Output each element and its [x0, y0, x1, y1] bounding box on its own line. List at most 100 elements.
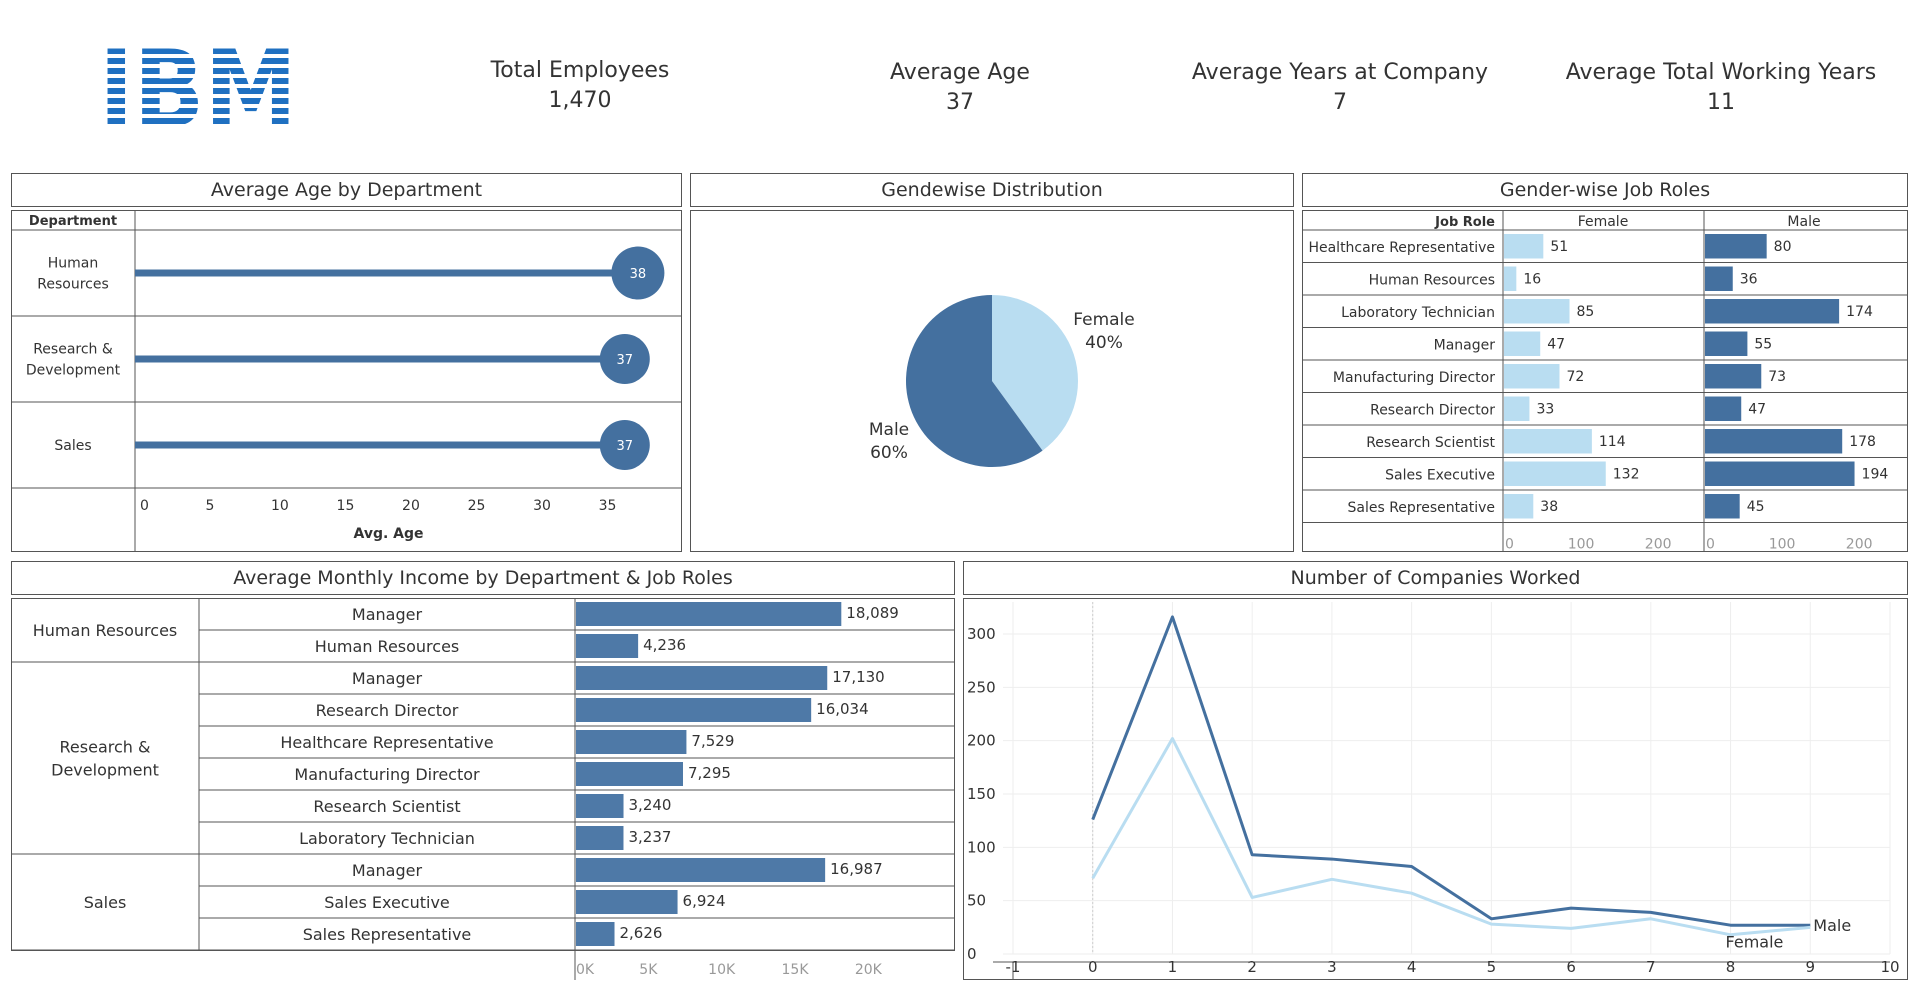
department-label: Sales — [84, 893, 127, 912]
bar — [1504, 494, 1534, 519]
slice-name-label: Male — [869, 420, 909, 440]
x-tick-label: 4 — [1407, 958, 1417, 976]
series-label: Female — [1726, 932, 1784, 951]
kpi-label: Average Age — [890, 60, 1030, 85]
bar — [1705, 299, 1840, 324]
data-label: 132 — [1613, 467, 1640, 483]
data-label: 47 — [1547, 337, 1565, 353]
bar — [1504, 266, 1517, 291]
bar — [1705, 331, 1748, 356]
x-tick-label: 200 — [1645, 537, 1672, 553]
x-tick-label: 200 — [1846, 537, 1873, 553]
panel-border — [690, 210, 1294, 552]
y-tick-label: 100 — [967, 838, 996, 856]
x-tick-label: 100 — [1769, 537, 1796, 553]
series-header: Male — [1787, 214, 1820, 230]
bar — [1504, 234, 1544, 259]
series-label: Male — [1813, 916, 1851, 935]
job-role-label: Manufacturing Director — [1333, 370, 1495, 386]
data-label: 4,236 — [643, 636, 686, 654]
bar — [1504, 429, 1592, 454]
data-label: 55 — [1754, 337, 1772, 353]
data-label: 3,240 — [629, 796, 672, 814]
data-label: 7,529 — [691, 732, 734, 750]
job-role-label: Healthcare Representative — [280, 733, 493, 752]
bar — [576, 602, 842, 626]
data-label: 51 — [1550, 239, 1568, 255]
x-tick-label: 20K — [855, 962, 883, 978]
job-role-label: Human Resources — [315, 637, 460, 656]
bar — [576, 826, 624, 850]
job-role-label: Research Scientist — [313, 797, 460, 816]
job-role-label: Manager — [352, 605, 423, 624]
bar — [576, 666, 828, 690]
job-role-label: Healthcare Representative — [1308, 240, 1495, 256]
panel-border — [1302, 210, 1908, 552]
x-tick-label: 0K — [576, 962, 595, 978]
bar — [576, 698, 812, 722]
job-role-label: Sales Representative — [1348, 500, 1496, 516]
title-companies-worked: Number of Companies Worked — [963, 561, 1908, 595]
bar — [1705, 396, 1742, 421]
data-label: 16 — [1523, 272, 1541, 288]
bar — [576, 922, 615, 946]
title-gender-distribution: Gendewise Distribution — [690, 173, 1294, 207]
kpi-total-employees: Total Employees 1,470 — [440, 56, 720, 116]
chart-gender-job-roles: Job Role Female Male Healthcare Representat… — [1302, 210, 1908, 552]
data-label: 17,130 — [832, 668, 885, 686]
job-role-label: Manager — [1434, 338, 1496, 354]
bar — [1705, 429, 1843, 454]
x-tick-label: 0 — [1505, 537, 1514, 553]
chart-monthly-income: Human Resources Manager 18,089 Human Resour… — [11, 598, 955, 980]
x-tick-label: 1 — [1168, 958, 1178, 976]
bar — [576, 794, 624, 818]
x-tick-label: 10K — [708, 962, 736, 978]
lollipop-head — [599, 334, 650, 384]
bar — [1504, 396, 1530, 421]
x-tick-label: -1 — [1006, 958, 1021, 976]
bar — [1705, 266, 1733, 291]
panel-border — [963, 598, 1908, 980]
chart-avg-age-by-department: Department Human Resources 38 Research & Deve… — [11, 210, 682, 552]
data-label: 2,626 — [620, 924, 663, 942]
row-header-label: Department — [29, 214, 117, 229]
x-axis-label: Avg. Age — [353, 526, 423, 542]
x-tick-label: 0 — [140, 498, 149, 514]
title-monthly-income: Average Monthly Income by Department & J… — [11, 561, 955, 595]
lollipop-head — [599, 420, 650, 470]
y-tick-label: 150 — [967, 785, 996, 803]
x-tick-label: 5 — [206, 498, 215, 514]
pie-slice — [992, 295, 1078, 451]
kpi-average-age: Average Age 37 — [820, 58, 1100, 118]
chart-gender-distribution: Female 40% Male 60% — [690, 210, 1294, 552]
series-line — [1091, 615, 1811, 927]
x-tick-label: 20 — [402, 498, 420, 514]
data-label: 73 — [1768, 369, 1786, 385]
job-role-label: Research Scientist — [1366, 435, 1495, 451]
x-tick-label: 30 — [533, 498, 551, 514]
kpi-value: 37 — [946, 90, 974, 115]
job-role-label: Laboratory Technician — [1341, 305, 1495, 321]
y-tick-label: 300 — [967, 625, 996, 643]
data-label: 16,034 — [816, 700, 869, 718]
data-label: 16,987 — [830, 860, 883, 878]
data-label: 80 — [1774, 239, 1792, 255]
x-tick-label: 25 — [468, 498, 486, 514]
y-tick-label: 200 — [967, 732, 996, 750]
title-gender-job-roles: Gender-wise Job Roles — [1302, 173, 1908, 207]
data-label: 174 — [1846, 304, 1873, 320]
x-tick-label: 3 — [1327, 958, 1337, 976]
bar — [1705, 461, 1855, 486]
slice-value-label: 60% — [870, 443, 908, 463]
data-label: 47 — [1748, 402, 1766, 418]
data-label: 114 — [1599, 434, 1626, 450]
bar — [1504, 364, 1560, 389]
department-label: Sales — [54, 438, 91, 454]
x-tick-label: 10 — [1880, 958, 1899, 976]
y-tick-label: 0 — [967, 945, 977, 963]
data-label: 3,237 — [628, 828, 671, 846]
x-tick-label: 7 — [1646, 958, 1656, 976]
job-role-label: Research Director — [1370, 403, 1495, 419]
job-role-label: Manufacturing Director — [294, 765, 480, 784]
bar — [1705, 364, 1762, 389]
